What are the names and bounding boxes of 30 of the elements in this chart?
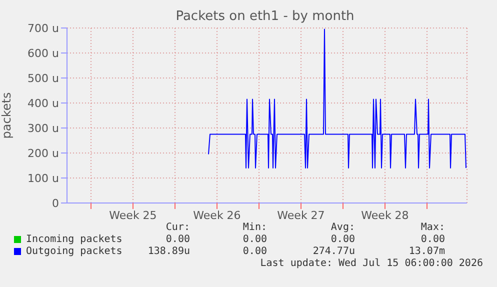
y-tick-label: 300 u [28, 122, 59, 135]
text: 0.00 [164, 234, 190, 245]
text: Cur: [164, 222, 190, 233]
text: Min: [242, 222, 267, 233]
text: Avg: [330, 222, 355, 233]
text: 0.00 [420, 234, 445, 245]
y-tick-label: 600 u [28, 46, 59, 60]
text: 0.00 [242, 246, 267, 257]
x-tick-label: Week 25 [109, 208, 157, 222]
text: 13.07m [408, 246, 445, 257]
x-tick-label: Week 27 [277, 208, 325, 222]
text: 0.00 [330, 234, 355, 245]
x-tick-label: Week 28 [361, 208, 409, 222]
legend-label: Incoming packets [26, 234, 122, 245]
text: Max: [420, 222, 445, 233]
line-series [208, 28, 466, 168]
x-tick-label: Week 26 [193, 208, 241, 222]
y-tick-label: 700 u [28, 22, 59, 35]
text: 138.89u [146, 246, 190, 257]
y-tick-label: 100 u [28, 172, 59, 185]
y-tick-label: 400 u [28, 96, 59, 110]
text: 0.00 [242, 234, 267, 245]
y-axis-title: packets [0, 92, 14, 139]
y-tick-label: 200 u [28, 146, 59, 160]
y-tick-label: 500 u [28, 72, 59, 85]
text: Last update: Wed Jul 15 06:00:00 2026 [260, 258, 483, 269]
y-tick-label: 0 [52, 196, 59, 210]
legend-label: Outgoing packets [26, 246, 122, 257]
chart-title: Packets on eth1 - by month [176, 9, 354, 24]
text: 274.77u [312, 246, 355, 257]
